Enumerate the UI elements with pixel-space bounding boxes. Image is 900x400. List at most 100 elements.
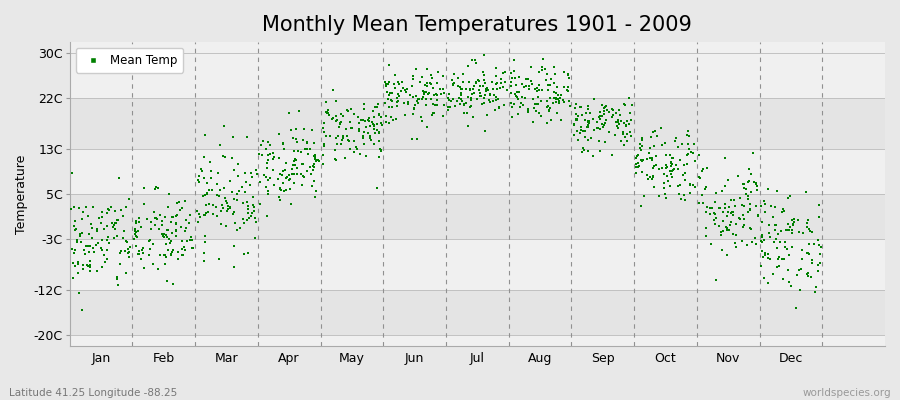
Point — [716, 218, 730, 224]
Point — [141, 252, 156, 258]
Point — [443, 104, 457, 110]
Point — [619, 118, 634, 124]
Point — [361, 130, 375, 136]
Point — [774, 228, 788, 234]
Point — [802, 241, 816, 247]
Point — [522, 83, 536, 89]
Point — [534, 112, 548, 119]
Point — [161, 246, 176, 253]
Point — [106, 235, 121, 242]
Point — [518, 76, 533, 82]
Point — [609, 119, 624, 125]
Point — [258, 146, 273, 152]
Point — [793, 286, 807, 293]
Point — [399, 89, 413, 96]
Bar — [69, 239, 885, 290]
Point — [580, 122, 595, 128]
Point — [687, 141, 701, 148]
Point — [760, 186, 775, 192]
Point — [341, 136, 356, 143]
Point — [184, 245, 199, 251]
Point — [343, 146, 357, 152]
Point — [197, 257, 211, 264]
Point — [202, 201, 216, 207]
Point — [227, 196, 241, 202]
Point — [169, 233, 184, 240]
Point — [225, 155, 239, 162]
Point — [430, 80, 445, 86]
Point — [132, 215, 147, 222]
Point — [488, 107, 502, 114]
Point — [446, 82, 461, 88]
Point — [597, 108, 611, 115]
Point — [215, 153, 230, 159]
Point — [357, 140, 372, 147]
Point — [573, 104, 588, 110]
Point — [284, 127, 299, 134]
Point — [233, 225, 248, 232]
Point — [777, 208, 791, 214]
Point — [717, 204, 732, 211]
Point — [68, 227, 82, 233]
Point — [570, 128, 584, 134]
Point — [112, 174, 126, 181]
Point — [524, 64, 538, 70]
Point — [731, 173, 745, 179]
Point — [381, 96, 395, 102]
Point — [680, 132, 694, 139]
Point — [137, 201, 151, 207]
Point — [552, 99, 566, 106]
Point — [148, 215, 162, 222]
Point — [149, 184, 164, 190]
Point — [349, 144, 364, 151]
Point — [362, 118, 376, 124]
Point — [700, 204, 715, 210]
Point — [665, 161, 680, 167]
Point — [155, 218, 169, 224]
Point — [111, 282, 125, 288]
Point — [630, 160, 644, 166]
Point — [102, 207, 116, 213]
Point — [100, 247, 114, 253]
Point — [244, 212, 258, 219]
Point — [770, 264, 785, 270]
Point — [643, 174, 657, 181]
Point — [121, 239, 135, 245]
Point — [118, 248, 132, 255]
Point — [810, 262, 824, 268]
Point — [272, 194, 286, 200]
Point — [552, 98, 566, 104]
Point — [447, 103, 462, 109]
Point — [472, 82, 487, 89]
Point — [597, 111, 611, 118]
Point — [295, 137, 310, 144]
Point — [521, 107, 535, 114]
Point — [132, 247, 147, 254]
Point — [252, 151, 266, 157]
Point — [196, 193, 211, 200]
Point — [512, 89, 526, 96]
Point — [220, 203, 235, 210]
Point — [490, 73, 504, 80]
Point — [454, 98, 469, 104]
Point — [611, 119, 625, 125]
Point — [212, 170, 226, 176]
Point — [391, 91, 405, 97]
Point — [598, 139, 613, 146]
Point — [178, 216, 193, 223]
Point — [776, 276, 790, 282]
Point — [309, 188, 323, 194]
Point — [440, 94, 454, 101]
Point — [129, 233, 143, 239]
Point — [645, 154, 660, 161]
Point — [498, 79, 512, 85]
Point — [801, 270, 815, 276]
Point — [277, 146, 292, 153]
Point — [743, 200, 758, 207]
Point — [791, 216, 806, 223]
Point — [286, 135, 301, 141]
Point — [308, 154, 322, 160]
Point — [379, 81, 393, 87]
Point — [696, 200, 710, 207]
Point — [121, 246, 135, 252]
